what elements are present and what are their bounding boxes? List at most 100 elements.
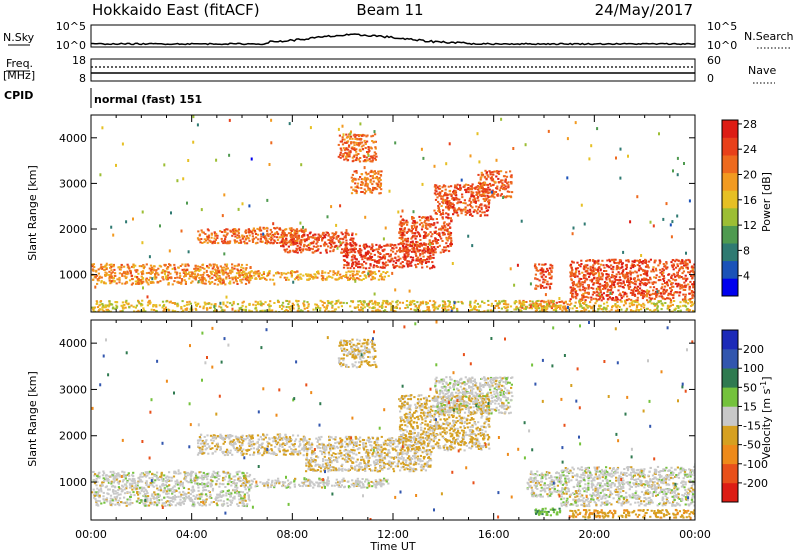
range-time-cell — [174, 267, 176, 269]
range-time-cell — [434, 192, 436, 194]
range-time-cell — [641, 292, 643, 294]
range-time-cell — [619, 177, 621, 180]
range-time-cell — [602, 274, 604, 276]
range-time-cell — [380, 258, 382, 260]
range-time-cell — [431, 248, 433, 250]
range-time-cell — [342, 143, 344, 145]
range-time-cell — [573, 282, 575, 284]
range-time-cell — [231, 235, 233, 237]
range-time-cell — [546, 268, 548, 270]
range-time-cell — [372, 245, 374, 247]
range-time-cell — [508, 191, 510, 193]
range-time-cell — [640, 254, 642, 257]
range-time-cell — [193, 268, 195, 270]
range-time-cell — [667, 294, 669, 296]
range-time-cell — [186, 308, 188, 310]
range-time-cell — [209, 278, 211, 280]
range-time-cell — [136, 305, 138, 307]
range-time-cell — [483, 302, 485, 304]
range-time-cell — [457, 215, 459, 217]
range-time-cell — [691, 292, 693, 294]
range-time-cell — [320, 300, 322, 302]
range-time-cell — [223, 193, 225, 196]
range-time-cell — [147, 304, 149, 306]
range-time-cell — [371, 243, 373, 245]
range-time-cell — [198, 280, 200, 283]
range-time-cell — [597, 308, 599, 310]
range-time-cell — [248, 232, 250, 234]
range-time-cell — [618, 294, 620, 296]
range-time-cell — [286, 242, 288, 244]
range-time-cell — [241, 282, 243, 284]
range-time-cell — [504, 180, 506, 182]
range-time-cell — [338, 300, 340, 303]
range-time-cell — [343, 302, 345, 304]
range-time-cell — [217, 278, 219, 280]
range-time-cell — [303, 304, 305, 306]
range-time-cell — [356, 192, 358, 194]
range-time-cell — [545, 271, 547, 273]
range-time-cell — [284, 251, 286, 253]
range-time-cell — [570, 278, 572, 280]
range-time-cell — [615, 296, 617, 298]
range-time-cell — [689, 199, 691, 202]
range-time-cell — [337, 247, 339, 250]
range-time-cell — [153, 309, 155, 311]
nsky-tick-top: 10^5 — [56, 20, 86, 33]
range-time-cell — [597, 282, 599, 284]
range-time-cell — [483, 198, 485, 200]
range-time-cell — [406, 252, 408, 254]
range-time-cell — [578, 282, 580, 284]
range-time-cell — [422, 259, 424, 261]
range-time-cell — [403, 258, 405, 260]
range-time-cell — [448, 223, 450, 225]
range-time-cell — [249, 303, 251, 305]
range-time-cell — [414, 264, 416, 266]
range-time-cell — [357, 153, 359, 155]
range-time-cell — [549, 267, 551, 269]
range-time-cell — [381, 267, 383, 269]
range-time-cell — [505, 171, 507, 173]
range-time-cell — [132, 264, 134, 266]
range-time-cell — [670, 305, 672, 307]
range-time-cell — [575, 297, 577, 299]
range-time-cell — [582, 286, 584, 288]
range-time-cell — [395, 247, 397, 249]
range-time-cell — [487, 187, 489, 189]
range-time-cell — [523, 308, 525, 310]
range-time-cell — [93, 270, 95, 272]
range-time-cell — [125, 307, 127, 309]
range-time-cell — [672, 304, 674, 306]
range-time-cell — [412, 232, 414, 234]
range-time-cell — [186, 202, 188, 205]
range-time-cell — [213, 274, 215, 276]
range-time-cell — [323, 235, 325, 237]
range-time-cell — [296, 240, 298, 242]
range-time-cell — [287, 272, 289, 274]
range-time-cell — [289, 240, 291, 242]
range-time-cell — [387, 264, 389, 266]
range-time-cell — [375, 153, 377, 155]
range-time-cell — [634, 278, 636, 280]
range-time-cell — [173, 264, 175, 266]
range-time-cell — [415, 238, 417, 240]
range-time-cell — [374, 187, 376, 189]
range-time-cell — [368, 154, 370, 157]
range-time-cell — [480, 215, 482, 217]
range-time-cell — [600, 278, 602, 280]
range-time-cell — [412, 222, 414, 224]
range-time-cell — [330, 303, 332, 305]
range-time-cell — [439, 185, 441, 187]
range-time-cell — [495, 176, 497, 178]
range-time-cell — [244, 242, 246, 244]
range-time-cell — [666, 283, 668, 285]
range-time-cell — [214, 269, 216, 271]
range-time-cell — [245, 239, 247, 241]
range-time-cell — [229, 283, 231, 285]
range-time-cell — [219, 302, 221, 305]
range-time-cell — [534, 288, 536, 290]
range-time-cell — [239, 279, 241, 281]
range-time-cell — [558, 305, 560, 307]
range-time-cell — [354, 255, 356, 257]
range-time-cell — [220, 278, 222, 280]
